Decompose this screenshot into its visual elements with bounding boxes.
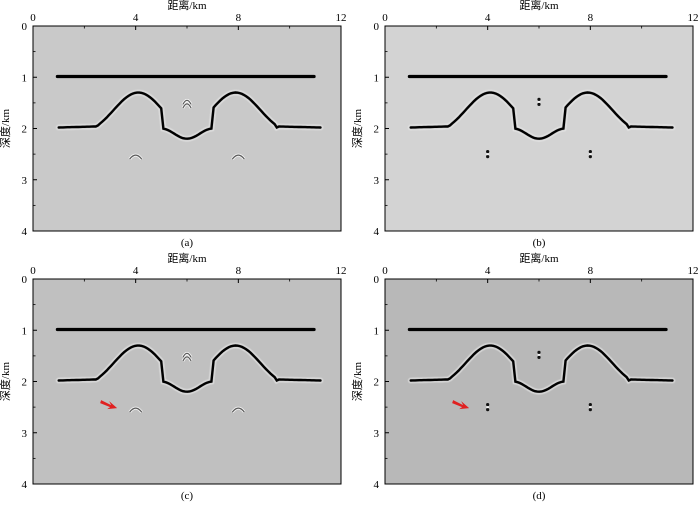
y-axis-label: 深度/km	[0, 109, 12, 149]
y-tick-label: 1	[22, 72, 28, 84]
seismic-image	[48, 326, 323, 435]
diffraction-top-2	[181, 102, 193, 109]
x-tick-label: 8	[236, 265, 242, 277]
x-axis-label: 距离/km	[519, 251, 559, 265]
reflector-folded	[408, 89, 675, 142]
y-tick-label: 4	[374, 226, 380, 238]
panel-caption: (a)	[181, 237, 194, 249]
diffraction-left	[128, 153, 143, 161]
reflector-folded	[56, 342, 323, 395]
x-axis-label: 距离/km	[167, 0, 207, 12]
diffractor-point-right	[588, 403, 592, 412]
x-tick-label: 4	[485, 12, 491, 24]
diffraction-left	[128, 406, 143, 414]
y-tick-label: 3	[22, 175, 28, 187]
x-tick-label: 12	[336, 265, 347, 277]
x-tick-label: 4	[133, 12, 139, 24]
red-arrow-icon	[100, 400, 118, 410]
x-tick-label: 8	[236, 12, 242, 24]
reflector-folded	[56, 89, 323, 142]
y-tick-label: 0	[22, 274, 28, 286]
diffraction-top	[181, 351, 193, 359]
y-tick-label: 3	[374, 428, 380, 440]
seismic-image	[400, 73, 675, 182]
diffractor-point-top	[537, 97, 541, 106]
y-tick-label: 4	[22, 226, 28, 238]
diffractor-point-top	[537, 350, 541, 359]
diffractor-point-left	[486, 403, 490, 412]
y-tick-label: 2	[374, 377, 380, 389]
y-tick-label: 4	[22, 479, 28, 491]
y-tick-label: 2	[22, 124, 28, 136]
y-tick-label: 0	[374, 274, 380, 286]
y-axis-label: 深度/km	[350, 362, 364, 402]
panel-caption: (b)	[533, 237, 546, 249]
x-tick-label: 12	[688, 265, 699, 277]
y-tick-label: 3	[374, 175, 380, 187]
diffraction-right	[231, 153, 246, 161]
x-tick-label: 8	[588, 265, 594, 277]
x-tick-label: 0	[30, 265, 36, 277]
y-axis-label: 深度/km	[0, 362, 12, 402]
y-tick-label: 1	[22, 325, 28, 337]
x-axis-label: 距离/km	[167, 251, 207, 265]
y-tick-label: 1	[374, 72, 380, 84]
x-tick-label: 4	[485, 265, 491, 277]
y-axis-label: 深度/km	[350, 109, 364, 149]
x-tick-label: 12	[336, 12, 347, 24]
red-arrow-icon	[452, 400, 470, 410]
x-tick-label: 0	[30, 12, 36, 24]
y-tick-label: 1	[374, 325, 380, 337]
x-tick-label: 0	[382, 265, 388, 277]
seismic-image	[400, 326, 675, 435]
x-tick-label: 4	[133, 265, 139, 277]
reflector-folded	[408, 342, 675, 395]
x-tick-label: 8	[588, 12, 594, 24]
x-tick-label: 12	[688, 12, 699, 24]
y-tick-label: 3	[22, 428, 28, 440]
x-axis-label: 距离/km	[519, 0, 559, 12]
panel-caption: (d)	[533, 490, 546, 502]
y-tick-label: 4	[374, 479, 380, 491]
diffraction-top	[181, 98, 193, 106]
diffractor-point-left	[486, 150, 490, 159]
panel-caption: (c)	[181, 490, 194, 502]
y-tick-label: 0	[374, 21, 380, 33]
diffraction-right	[231, 406, 246, 414]
y-tick-label: 0	[22, 21, 28, 33]
diffraction-top-2	[181, 355, 193, 362]
y-tick-label: 2	[22, 377, 28, 389]
diffractor-point-right	[588, 150, 592, 159]
y-tick-label: 2	[374, 124, 380, 136]
x-tick-label: 0	[382, 12, 388, 24]
seismic-image	[48, 73, 323, 182]
